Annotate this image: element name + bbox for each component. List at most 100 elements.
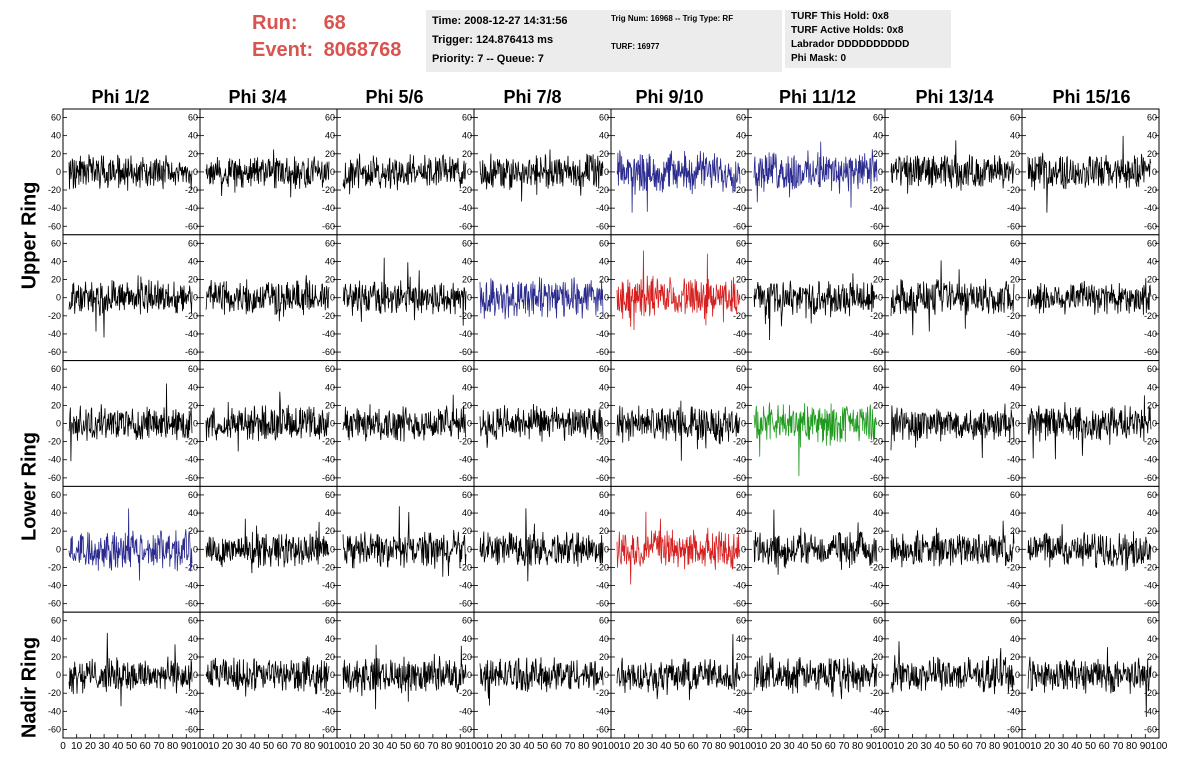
y-tick-label-right: 40 — [325, 256, 335, 266]
y-tick-label-right: -40 — [322, 203, 335, 213]
y-tick-label-right: 0 — [193, 670, 198, 680]
y-tick-label-right: -20 — [322, 437, 335, 447]
y-tick-label-right: -60 — [870, 599, 883, 609]
waveform-panel-r0-c6: 60 40 20 0 -20 -40 -60 — [884, 108, 1023, 236]
y-tick-label-right: 20 — [736, 149, 746, 159]
column-label-phi-11-12: Phi 11/12 — [778, 87, 857, 107]
y-tick-label-right: -20 — [185, 688, 198, 698]
x-tick-label: 100 — [1151, 741, 1168, 752]
y-tick-label-right: 20 — [599, 149, 609, 159]
trigger-info-box: Trig Num: 16968 -- Trig Type: RF TURF: 1… — [605, 10, 782, 72]
y-tick-label-right: -40 — [1007, 203, 1020, 213]
waveform-trace — [342, 257, 467, 326]
y-tick-label-right: -60 — [1007, 599, 1020, 609]
x-tick-label: 30 — [784, 741, 796, 752]
x-tick-label: 70 — [153, 741, 165, 752]
y-tick-label-right: 60 — [188, 616, 198, 626]
y-tick-label-right: 0 — [1152, 670, 1157, 680]
waveform-trace — [1027, 135, 1152, 213]
y-tick-label: -20 — [48, 688, 61, 698]
waveform-trace — [205, 391, 330, 452]
y-tick-label-right: 40 — [736, 131, 746, 141]
y-tick-label-right: 20 — [1010, 275, 1020, 285]
y-tick-label-right: 20 — [462, 526, 472, 536]
y-tick-label: -60 — [48, 473, 61, 483]
waveform-panel-r4-c0: 60 60 40 40 20 20 0 0 -20 -20 -40 -40 -60 -60 — [48, 611, 201, 739]
x-tick-label: 40 — [934, 741, 946, 752]
y-tick-label-right: 60 — [325, 364, 335, 374]
y-tick-label-right: -20 — [1144, 185, 1157, 195]
y-tick-label-right: 0 — [604, 419, 609, 429]
waveform-trace — [1027, 395, 1152, 460]
y-tick-label-right: 40 — [325, 634, 335, 644]
y-tick-label: -40 — [48, 706, 61, 716]
y-tick-label-right: 40 — [599, 382, 609, 392]
x-tick-label: 100 — [603, 741, 620, 752]
y-tick-label-right: 0 — [193, 544, 198, 554]
y-tick-label-right: 0 — [741, 167, 746, 177]
waveform-trace — [616, 634, 741, 701]
y-tick-label-right: -60 — [733, 473, 746, 483]
waveform-trace — [479, 276, 604, 320]
y-tick-label-right: 0 — [330, 544, 335, 554]
y-tick-label-right: 20 — [462, 149, 472, 159]
y-tick-label-right: 60 — [325, 113, 335, 123]
y-tick-label-right: -40 — [596, 581, 609, 591]
y-tick-label-right: -20 — [870, 185, 883, 195]
x-tick-label: 30 — [647, 741, 659, 752]
waveform-trace — [890, 641, 1015, 695]
y-tick-label-right: 0 — [604, 670, 609, 680]
y-tick-label: -20 — [48, 562, 61, 572]
y-tick-label-right: -20 — [459, 688, 472, 698]
waveform-trace — [68, 508, 193, 581]
y-tick-label-right: -20 — [322, 311, 335, 321]
waveform-panel-r3-c4: 60 40 20 0 -20 -40 -60 — [610, 485, 749, 613]
y-tick-label-right: -40 — [1144, 455, 1157, 465]
x-tick-label: 80 — [441, 741, 453, 752]
y-tick-label-right: 60 — [599, 616, 609, 626]
y-tick-label-right: 60 — [188, 490, 198, 500]
y-tick-label: -40 — [48, 581, 61, 591]
y-tick-label-right: 60 — [873, 238, 883, 248]
y-tick-label-right: -40 — [322, 329, 335, 339]
y-tick-label-right: 60 — [188, 238, 198, 248]
y-tick-label-right: 40 — [188, 256, 198, 266]
y-tick-label-right: -40 — [459, 203, 472, 213]
y-tick-label-right: 60 — [599, 113, 609, 123]
y-tick-label-right: 0 — [1015, 544, 1020, 554]
event-label: Event: — [252, 39, 314, 61]
x-tick-label: 10 — [208, 741, 220, 752]
y-tick-label-right: 60 — [325, 238, 335, 248]
y-tick-label-right: 0 — [741, 293, 746, 303]
y-tick-label-right: 0 — [467, 670, 472, 680]
waveform-panel-r2-c3: 60 40 20 0 -20 -40 -60 — [473, 360, 612, 487]
x-tick-label: 80 — [578, 741, 590, 752]
waveform-trace — [479, 657, 604, 706]
y-tick-label-right: 60 — [873, 616, 883, 626]
x-tick-label: 20 — [496, 741, 508, 752]
y-tick-label-right: 60 — [1147, 490, 1157, 500]
column-label-phi-1-2: Phi 1/2 — [91, 87, 150, 107]
y-tick-label-right: 40 — [873, 634, 883, 644]
run-value: 68 — [323, 12, 346, 34]
y-tick-label-right: -20 — [1144, 311, 1157, 321]
y-tick-label-right: 40 — [1010, 382, 1020, 392]
y-tick-label-right: 20 — [599, 400, 609, 410]
x-tick-label: 40 — [797, 741, 809, 752]
y-tick-label-right: -40 — [733, 581, 746, 591]
x-tick-label: 30 — [99, 741, 111, 752]
y-tick-label: 0 — [56, 544, 61, 554]
y-tick-label-right: -40 — [322, 455, 335, 465]
turf-hold-text: TURF This Hold: 0x8 — [791, 11, 889, 22]
waveform-panel-r2-c1: 60 40 20 0 -20 -40 -60 — [199, 360, 338, 487]
y-tick-label-right: 20 — [325, 275, 335, 285]
y-tick-label-right: 40 — [599, 634, 609, 644]
y-tick-label-right: 40 — [1147, 634, 1157, 644]
y-tick-label-right: 0 — [1152, 293, 1157, 303]
x-tick-label: 10 — [345, 741, 357, 752]
y-tick-label-right: -20 — [1007, 185, 1020, 195]
y-tick-label-right: -60 — [459, 221, 472, 231]
y-tick-label-right: -20 — [185, 311, 198, 321]
y-tick-label-right: -20 — [596, 185, 609, 195]
y-tick-label-right: 40 — [188, 634, 198, 644]
